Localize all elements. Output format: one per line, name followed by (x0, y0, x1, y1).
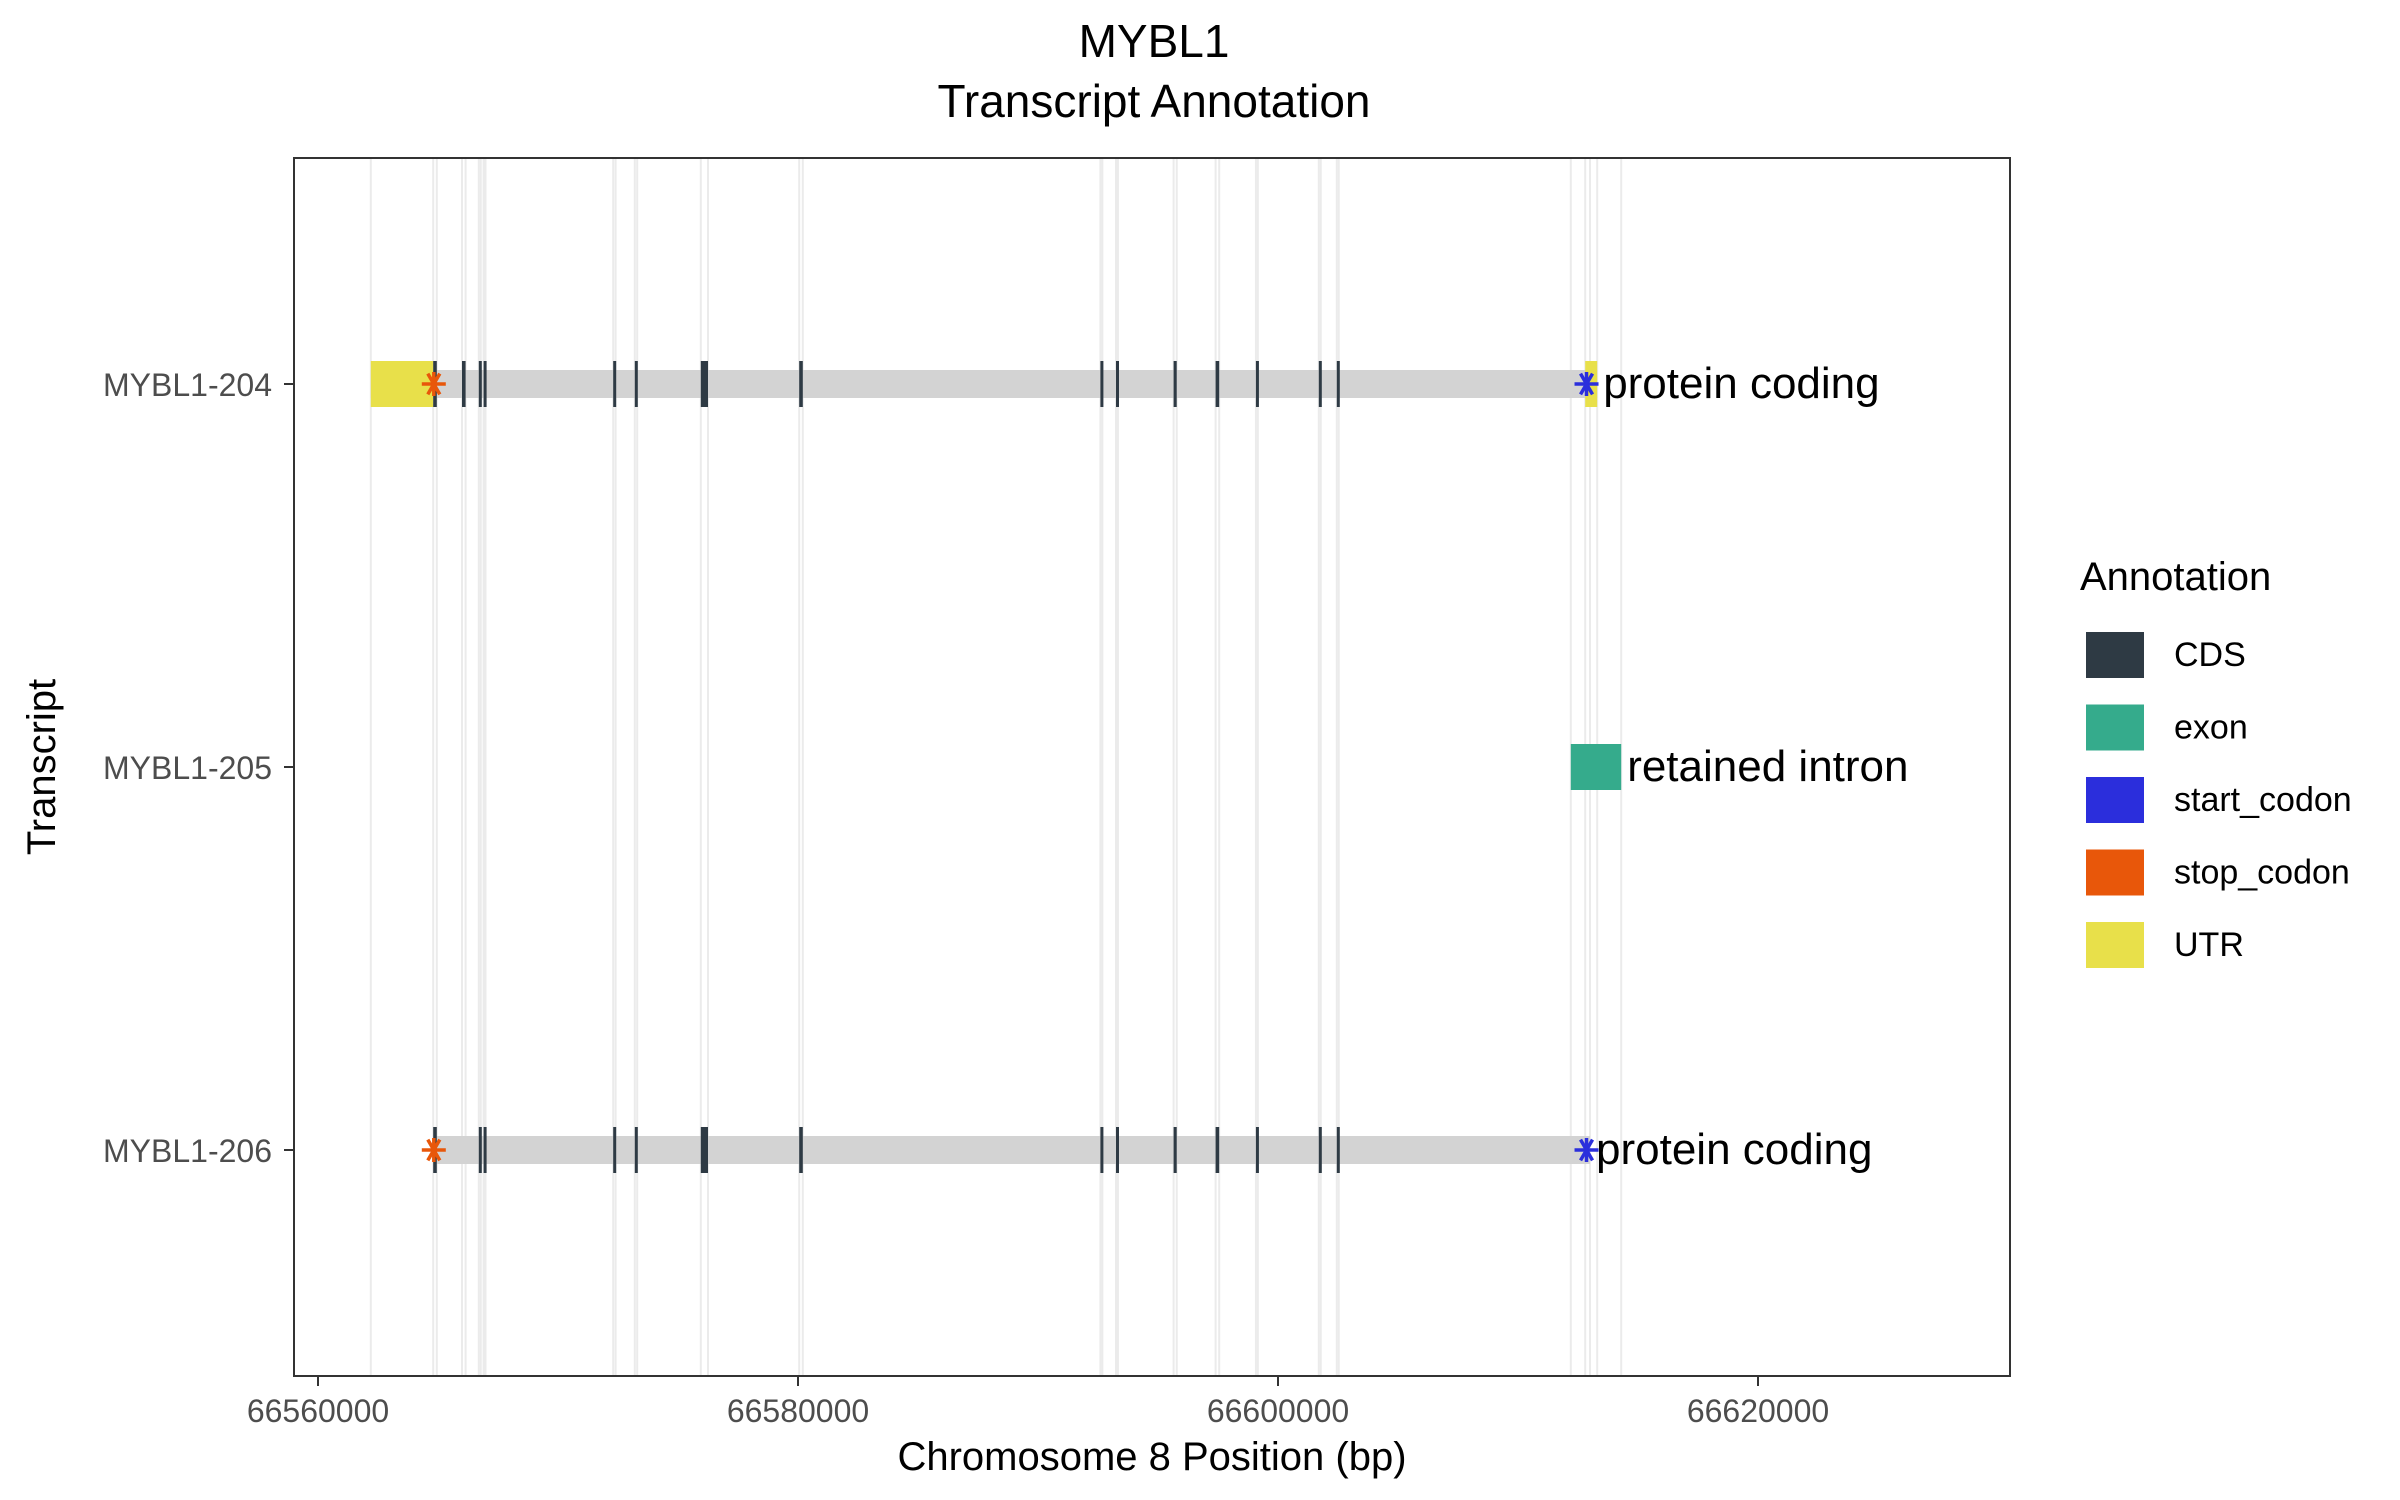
legend-swatch (2086, 632, 2144, 678)
cds-block (1100, 1127, 1104, 1173)
cds-block (799, 361, 803, 407)
legend-title: Annotation (2080, 555, 2271, 599)
cds-block (613, 1127, 617, 1173)
legend-swatch (2086, 704, 2144, 751)
cds-block (1255, 361, 1259, 407)
x-tick-label: 66580000 (727, 1393, 869, 1429)
cds-block (1100, 361, 1104, 407)
cds-block (1318, 361, 1322, 407)
y-tick-label: MYBL1-204 (103, 367, 272, 403)
legend-swatch (2086, 922, 2144, 968)
x-axis: 66560000 66580000 66600000 66620000 (247, 1376, 1829, 1429)
cds-block (1336, 361, 1340, 407)
intron-backbone (434, 1136, 1590, 1164)
biotype-label: protein coding (1603, 359, 1879, 408)
legend-label: start_codon (2174, 781, 2352, 819)
legend-item-exon: exon (2086, 704, 2248, 751)
legend-label: UTR (2174, 926, 2244, 964)
cds-block (700, 1127, 708, 1173)
x-tick-label: 66600000 (1207, 1393, 1349, 1429)
cds-block (634, 1127, 638, 1173)
chart-title: MYBL1 (1079, 15, 1230, 67)
legend-label: CDS (2174, 636, 2246, 674)
cds-block (1255, 1127, 1259, 1173)
legend-item-start-codon: start_codon (2086, 777, 2352, 823)
stop-codon-marker (421, 372, 446, 396)
cds-block (478, 361, 482, 407)
x-tick-label: 66620000 (1687, 1393, 1829, 1429)
cds-block (1215, 1127, 1220, 1173)
legend: Annotation CDS exon start_codon stop_codon U… (2080, 555, 2352, 968)
cds-block (1336, 1127, 1340, 1173)
legend-label: stop_codon (2174, 854, 2350, 892)
biotype-label: protein coding (1596, 1125, 1872, 1174)
y-tick-label: MYBL1-205 (103, 750, 272, 786)
cds-block (483, 361, 487, 407)
stop-codon-marker (421, 1138, 446, 1162)
cds-block (1318, 1127, 1322, 1173)
biotype-label: retained intron (1627, 742, 1908, 791)
y-axis-label: Transcript (20, 679, 64, 855)
cds-block (1116, 1127, 1119, 1173)
start-codon-marker (1574, 372, 1599, 396)
plot-panel (294, 158, 2010, 1376)
transcript-mybl1-206: protein coding (421, 1125, 1872, 1174)
cds-block (613, 361, 617, 407)
start-codon-marker (1574, 1138, 1599, 1162)
cds-block (700, 361, 708, 407)
legend-items: CDS exon start_codon stop_codon UTR (2086, 632, 2352, 968)
legend-item-stop-codon: stop_codon (2086, 849, 2350, 896)
y-tick-label: MYBL1-206 (103, 1133, 272, 1169)
x-axis-label: Chromosome 8 Position (bp) (897, 1435, 1406, 1479)
transcript-mybl1-205: retained intron (1570, 742, 1908, 791)
cds-block (462, 361, 466, 407)
y-axis: MYBL1-206 MYBL1-205 MYBL1-204 (103, 367, 294, 1169)
cds-block (478, 1127, 482, 1173)
transcript-tracks: protein coding retained intron protein cod… (370, 359, 1908, 1174)
cds-block (1116, 361, 1119, 407)
x-tick-label: 66560000 (247, 1393, 389, 1429)
cds-block (1173, 361, 1177, 407)
cds-block (1215, 361, 1220, 407)
legend-item-cds: CDS (2086, 632, 2246, 678)
cds-block (1173, 1127, 1177, 1173)
legend-swatch (2086, 849, 2144, 896)
exon-block (1570, 744, 1622, 790)
legend-swatch (2086, 777, 2144, 823)
chart-subtitle: Transcript Annotation (938, 75, 1371, 127)
legend-item-utr: UTR (2086, 922, 2244, 968)
legend-label: exon (2174, 709, 2248, 747)
cds-block (634, 361, 638, 407)
cds-block (483, 1127, 487, 1173)
cds-block (799, 1127, 803, 1173)
intron-backbone (370, 370, 1598, 398)
transcript-mybl1-204: protein coding (370, 359, 1880, 408)
